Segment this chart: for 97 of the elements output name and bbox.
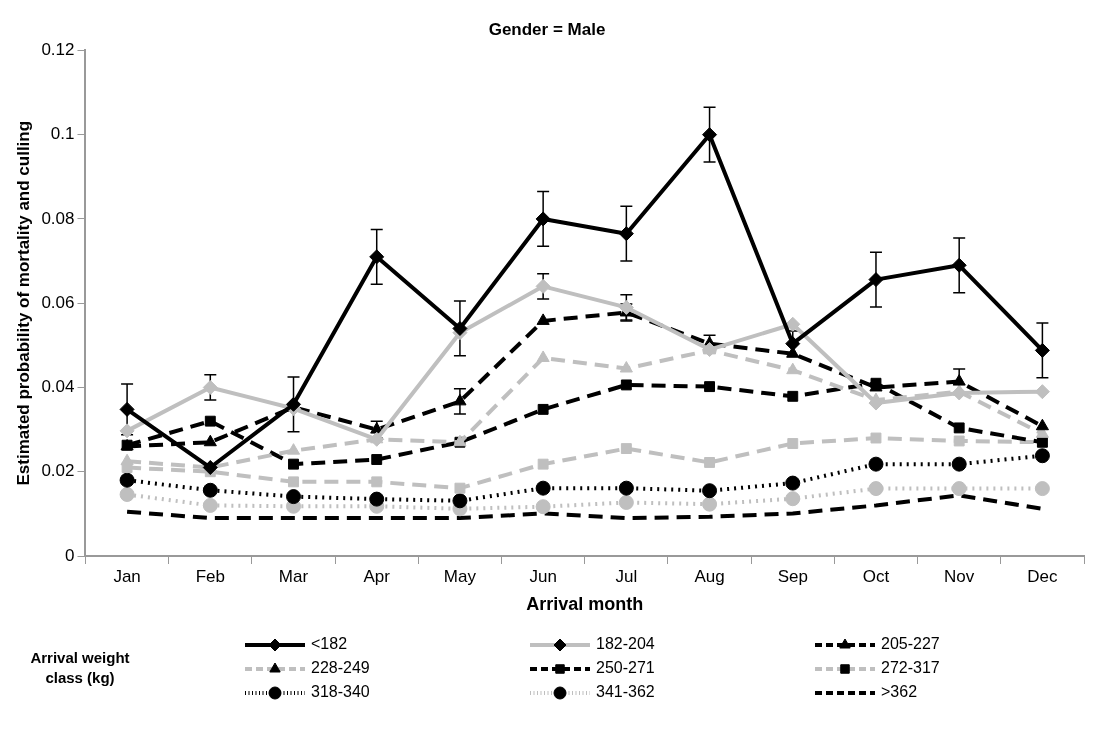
point (202, 482, 218, 498)
point (787, 390, 799, 402)
point (286, 489, 302, 505)
point (1034, 342, 1050, 358)
point (951, 257, 967, 273)
point (120, 453, 134, 466)
x-tick-label: Jan (113, 566, 141, 586)
point (702, 496, 718, 512)
point (535, 480, 551, 496)
point (787, 438, 799, 449)
point (786, 362, 800, 375)
point (870, 432, 882, 444)
x-tick-label: Sep (777, 566, 808, 586)
x-tick-label: Jul (615, 566, 638, 586)
point (952, 374, 966, 386)
x-tick-label: May (443, 566, 477, 586)
legend-label: >362 (881, 683, 918, 701)
point (951, 481, 967, 497)
point (371, 454, 383, 465)
chart-title: Gender = Male (488, 19, 606, 39)
point (618, 480, 634, 496)
point (868, 456, 884, 472)
point (202, 497, 218, 513)
point (704, 381, 716, 393)
point (452, 493, 468, 509)
point (785, 475, 801, 491)
point (452, 320, 468, 336)
point (620, 379, 632, 391)
x-tick-label: Mar (278, 566, 309, 586)
point (953, 435, 965, 447)
point (953, 422, 965, 434)
point (785, 316, 801, 332)
point (702, 483, 718, 499)
point (1035, 418, 1049, 431)
x-tick-label: Jun (529, 566, 557, 586)
point (537, 403, 549, 415)
point (119, 472, 135, 488)
y-tick-label: 0 (65, 545, 75, 565)
point (119, 401, 135, 417)
legend-label: 250-271 (596, 659, 655, 677)
x-tick-label: Aug (694, 566, 725, 586)
x-tick-label: Feb (195, 566, 225, 586)
point (785, 336, 801, 352)
x-axis-title: Arrival month (526, 594, 644, 615)
point (288, 476, 299, 488)
y-axis-title: Estimated probability of mortality and culling (13, 120, 33, 486)
y-tick-label: 0.06 (41, 292, 75, 312)
point (868, 272, 884, 288)
legend-label: 272-317 (881, 659, 940, 677)
point (202, 460, 218, 476)
legend-label: 205-227 (881, 635, 940, 653)
x-tick-label: Dec (1027, 566, 1059, 586)
point (202, 379, 218, 395)
legend-title: Arrival weight class (kg) (30, 649, 130, 687)
point (537, 458, 549, 470)
point (951, 385, 967, 401)
y-tick-label: 0.12 (41, 40, 75, 60)
y-tick-label: 0.1 (50, 124, 75, 144)
x-tick-label: Oct (862, 566, 890, 586)
point (204, 415, 216, 427)
point (620, 443, 632, 455)
point (454, 482, 466, 494)
point (1034, 448, 1050, 464)
point (369, 491, 385, 507)
point (535, 211, 551, 227)
point (369, 249, 385, 265)
legend-label: 318-340 (311, 683, 370, 701)
legend-label: 341-362 (596, 683, 655, 701)
point (868, 481, 884, 497)
point (704, 457, 716, 468)
point (951, 456, 967, 472)
point (119, 423, 135, 439)
point (535, 499, 551, 515)
point (286, 443, 301, 455)
point (619, 361, 633, 373)
point (536, 350, 550, 362)
legend-label: 182-204 (596, 635, 655, 653)
point (288, 458, 299, 470)
legend-label: 228-249 (311, 659, 370, 677)
point (618, 494, 634, 510)
x-tick-label: Nov (944, 566, 975, 586)
legend-label: <182 (311, 635, 348, 653)
y-tick-label: 0.04 (41, 377, 75, 397)
point (618, 226, 634, 242)
point (536, 313, 550, 325)
point (618, 299, 634, 315)
y-tick-label: 0.08 (41, 208, 75, 228)
point (119, 486, 135, 502)
point (453, 393, 467, 406)
point (203, 434, 217, 447)
point (371, 476, 383, 488)
point (785, 491, 801, 507)
y-tick-label: 0.02 (41, 461, 75, 481)
point (535, 278, 551, 294)
point (702, 127, 718, 143)
point (1034, 481, 1050, 497)
x-tick-label: Apr (363, 566, 391, 586)
